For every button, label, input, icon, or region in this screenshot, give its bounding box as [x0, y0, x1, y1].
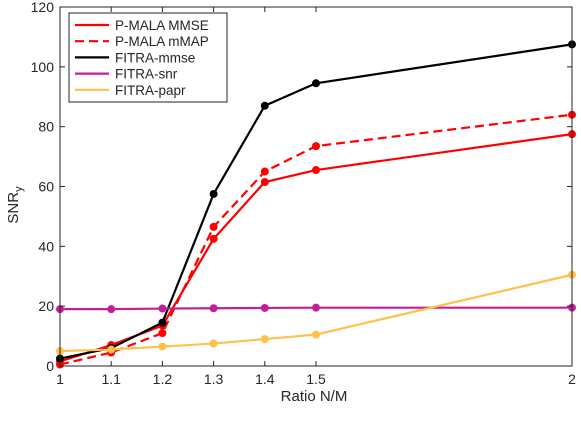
legend-label: FITRA-snr: [115, 67, 178, 82]
data-point: [209, 234, 218, 243]
series-layer: [56, 40, 576, 369]
data-point: [312, 166, 320, 175]
legend-label: P-MALA mMAP: [115, 34, 209, 49]
data-point: [158, 329, 167, 338]
y-tick-label: 120: [31, 0, 55, 15]
y-tick-label: 20: [38, 298, 54, 314]
data-point: [260, 178, 269, 187]
y-axis-label: SNRy: [5, 186, 25, 224]
data-point: [312, 79, 320, 88]
data-point: [209, 222, 218, 231]
legend-entry: P-MALA mMAP: [75, 34, 209, 49]
data-point: [260, 303, 269, 312]
data-point: [260, 101, 269, 110]
legend-entry: FITRA-papr: [75, 83, 186, 98]
data-point: [158, 342, 167, 351]
x-tick-label: 1: [56, 371, 64, 387]
x-axis-label: Ratio N/M: [281, 388, 348, 405]
data-point: [312, 303, 320, 312]
svg-text:SNRy: SNRy: [5, 186, 25, 224]
x-tick-label: 2: [568, 371, 576, 387]
legend-entry: FITRA-snr: [75, 67, 178, 82]
data-point: [209, 189, 218, 198]
series-4: [56, 303, 576, 314]
data-point: [107, 345, 116, 354]
data-point: [312, 142, 320, 151]
x-tick-label: 1.3: [204, 371, 224, 387]
data-point: [312, 330, 320, 339]
data-point: [209, 339, 218, 348]
data-point: [107, 305, 116, 314]
legend-entry: P-MALA MMSE: [75, 18, 209, 33]
data-point: [260, 167, 269, 176]
legend-label: FITRA-mmse: [115, 50, 195, 65]
data-point: [260, 335, 269, 344]
legend-label: P-MALA MMSE: [115, 18, 209, 33]
y-tick-label: 80: [38, 119, 54, 135]
y-axis-label-subscript: y: [13, 186, 25, 192]
legend-entry: FITRA-mmse: [75, 50, 195, 65]
x-tick-label: 1.4: [255, 371, 275, 387]
x-tick-label: 1.5: [306, 371, 326, 387]
series-5: [56, 270, 576, 356]
y-axis-label-main: SNR: [5, 192, 22, 224]
y-tick-label: 100: [31, 59, 55, 75]
y-tick-label: 0: [46, 358, 54, 374]
y-tick-label: 40: [38, 238, 54, 254]
x-tick-label: 1.2: [153, 371, 173, 387]
x-tick-label: 1.1: [101, 371, 121, 387]
data-point: [158, 304, 167, 313]
data-point: [209, 304, 218, 313]
data-point: [158, 318, 167, 327]
y-tick-label: 60: [38, 179, 54, 195]
legend-label: FITRA-papr: [115, 83, 186, 98]
